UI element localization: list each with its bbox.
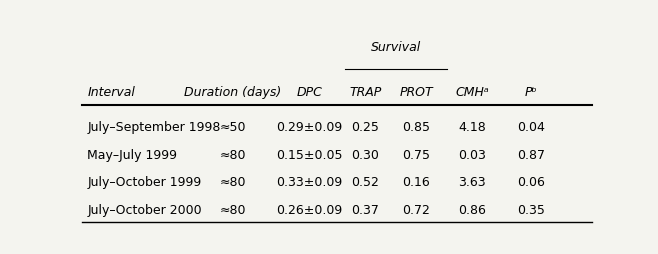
Text: May–July 1999: May–July 1999 <box>88 148 178 161</box>
Text: 0.04: 0.04 <box>517 121 545 134</box>
Text: 0.75: 0.75 <box>402 148 430 161</box>
Text: 0.26±0.09: 0.26±0.09 <box>276 203 342 216</box>
Text: PROT: PROT <box>399 86 433 99</box>
Text: Survival: Survival <box>370 41 421 54</box>
Text: Interval: Interval <box>88 86 136 99</box>
Text: 0.16: 0.16 <box>403 176 430 188</box>
Text: 0.37: 0.37 <box>351 203 379 216</box>
Text: 0.25: 0.25 <box>351 121 379 134</box>
Text: ≈80: ≈80 <box>219 203 246 216</box>
Text: CMHᵃ: CMHᵃ <box>455 86 490 99</box>
Text: 0.52: 0.52 <box>351 176 379 188</box>
Text: 0.29±0.09: 0.29±0.09 <box>276 121 342 134</box>
Text: 0.30: 0.30 <box>351 148 379 161</box>
Text: 3.63: 3.63 <box>459 176 486 188</box>
Text: 0.72: 0.72 <box>402 203 430 216</box>
Text: ≈80: ≈80 <box>219 148 246 161</box>
Text: 4.18: 4.18 <box>459 121 486 134</box>
Text: 0.03: 0.03 <box>459 148 486 161</box>
Text: 0.35: 0.35 <box>517 203 545 216</box>
Text: Duration (days): Duration (days) <box>184 86 282 99</box>
Text: 0.06: 0.06 <box>517 176 545 188</box>
Text: TRAP: TRAP <box>349 86 382 99</box>
Text: ≈50: ≈50 <box>219 121 246 134</box>
Text: Pᵇ: Pᵇ <box>524 86 538 99</box>
Text: ≈80: ≈80 <box>219 176 246 188</box>
Text: DPC: DPC <box>296 86 322 99</box>
Text: July–September 1998: July–September 1998 <box>88 121 220 134</box>
Text: 0.86: 0.86 <box>459 203 486 216</box>
Text: 0.33±0.09: 0.33±0.09 <box>276 176 342 188</box>
Text: July–October 2000: July–October 2000 <box>88 203 202 216</box>
Text: 0.15±0.05: 0.15±0.05 <box>276 148 342 161</box>
Text: July–October 1999: July–October 1999 <box>88 176 201 188</box>
Text: 0.85: 0.85 <box>402 121 430 134</box>
Text: 0.87: 0.87 <box>517 148 545 161</box>
